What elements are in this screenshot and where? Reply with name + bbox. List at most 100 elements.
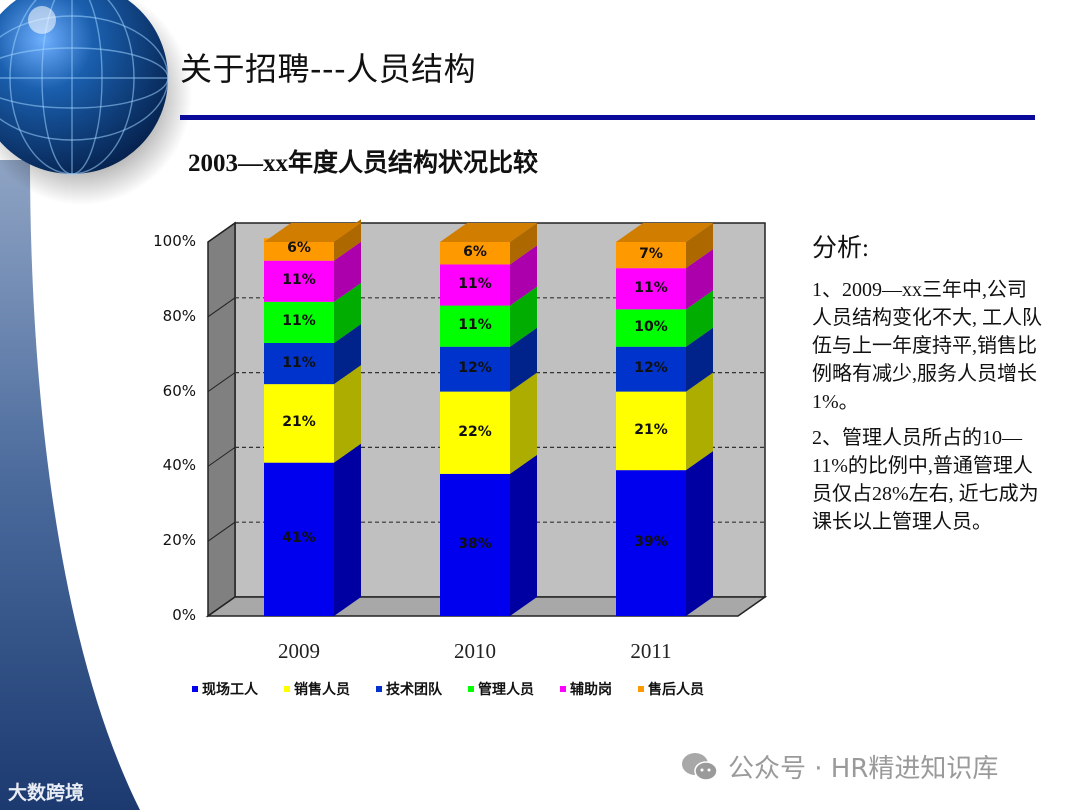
bar-data-label: 11% [282,272,316,289]
legend-swatch [560,686,566,692]
bar-data-label: 7% [639,246,663,263]
bar-data-label: 6% [287,240,311,257]
bar-segment [264,384,334,463]
bar-segment [440,264,510,306]
brand-logo-text: 大数跨境 [8,782,85,804]
bar-data-label: 11% [458,276,492,292]
bar-segment [616,309,686,347]
bar-segment-side [686,451,713,616]
bar-segment [264,260,334,302]
legend-item: 辅助岗 [560,679,612,699]
legend-swatch [284,686,290,692]
x-axis-tick-label: 2010 [454,639,496,663]
bar-segment [440,242,510,265]
bar-segment-side [334,282,361,343]
y-axis-tick-label: 100% [153,232,196,250]
legend-label: 销售人员 [294,682,350,698]
bar-data-label: 10% [634,319,668,336]
wechat-watermark: 公众号 · HR精进知识库 [680,748,998,785]
bar-segment-side [510,245,537,306]
gridline-side [207,521,236,542]
bar-segment [264,342,334,385]
bar-data-label: 39% [634,534,668,551]
bar-data-label: 6% [463,244,487,261]
bar-data-label: 38% [458,535,492,552]
bar-segment [440,473,510,616]
bar-segment-side [334,219,361,261]
legend-label: 管理人员 [478,682,534,698]
y-axis-tick-label: 60% [162,381,196,400]
bar-segment [440,391,510,474]
bar-segment [616,242,686,269]
chart-legend: 现场工人 销售人员 技术团队 管理人员 辅助岗 售后人员 [192,679,730,699]
bar-data-label: 21% [634,421,668,438]
legend-label: 辅助岗 [570,682,612,698]
legend-label: 现场工人 [202,682,258,698]
chart-side-wall [207,221,236,618]
bar-segment [616,346,686,392]
bar-segment-side [686,290,713,347]
watermark-text: 公众号 · HR精进知识库 [728,754,999,784]
bar-data-label: 11% [634,279,668,296]
chart-subtitle: 2003—xx年度人员结构状况比较 [188,150,539,177]
bar-top [264,223,361,242]
bar-data-label: 12% [634,360,668,377]
title-divider [180,115,1035,120]
analysis-point-2: 2、管理人员所占的10—11%的比例中,普通管理人员仅占28%左右, 近七成为课… [812,427,1039,533]
y-axis-tick-label: 0% [172,606,196,624]
bar-segment [616,391,686,471]
bar-segment-side [334,365,361,463]
legend-item: 现场工人 [192,679,258,699]
analysis-panel: 分析: 1、2009—xx三年中,公司人员结构变化不大, 工人队伍与上一年度持平… [812,228,1042,536]
legend-swatch [638,686,644,692]
legend-label: 技术团队 [386,682,442,698]
gridline-side [207,222,236,243]
bar-segment [264,301,334,343]
bar-segment-side [686,249,713,310]
analysis-heading: 分析: [812,235,869,262]
bar-segment-side [510,454,537,616]
gridline-side [207,446,236,467]
bar-segment [264,238,334,261]
gridline-side [207,297,236,318]
slide-title: 关于招聘---人员结构 [180,50,477,88]
bar-segment-side [686,372,713,471]
legend-swatch [192,686,198,692]
y-axis-tick-label: 80% [162,306,196,325]
bar-top [616,223,713,242]
bar-data-label: 11% [458,317,492,334]
bar-segment-side [334,443,361,616]
bar-segment-side [510,286,537,347]
gridline-side [207,372,236,393]
legend-item: 销售人员 [284,679,350,699]
bar-segment-side [686,327,713,392]
bar-segment [616,470,686,616]
legend-item: 售后人员 [638,679,704,699]
bar-segment-side [510,223,537,265]
bar-segment-side [334,241,361,302]
legend-item: 管理人员 [468,679,534,699]
bar-data-label: 22% [458,423,492,440]
bar-data-label: 41% [282,530,316,547]
legend-item: 技术团队 [376,679,442,699]
bar-top [440,223,537,242]
bar-segment-side [510,372,537,474]
bar-data-label: 11% [282,313,316,330]
bar-segment [440,305,510,347]
bar-segment [616,268,686,310]
bar-segment-side [334,323,361,385]
bar-segment [264,462,334,616]
x-axis-tick-label: 2009 [278,639,320,663]
bar-segment-side [686,223,713,269]
y-axis-tick-label: 40% [162,456,196,475]
x-axis-tick-label: 2011 [630,639,672,663]
wechat-icon [680,751,720,783]
legend-swatch [376,686,382,692]
bar-data-label: 11% [282,354,316,371]
legend-label: 售后人员 [648,682,704,698]
bar-segment [440,346,510,392]
bar-data-label: 21% [282,414,316,431]
analysis-point-1: 1、2009—xx三年中,公司人员结构变化不大, 工人队伍与上一年度持平,销售比… [812,279,1042,413]
